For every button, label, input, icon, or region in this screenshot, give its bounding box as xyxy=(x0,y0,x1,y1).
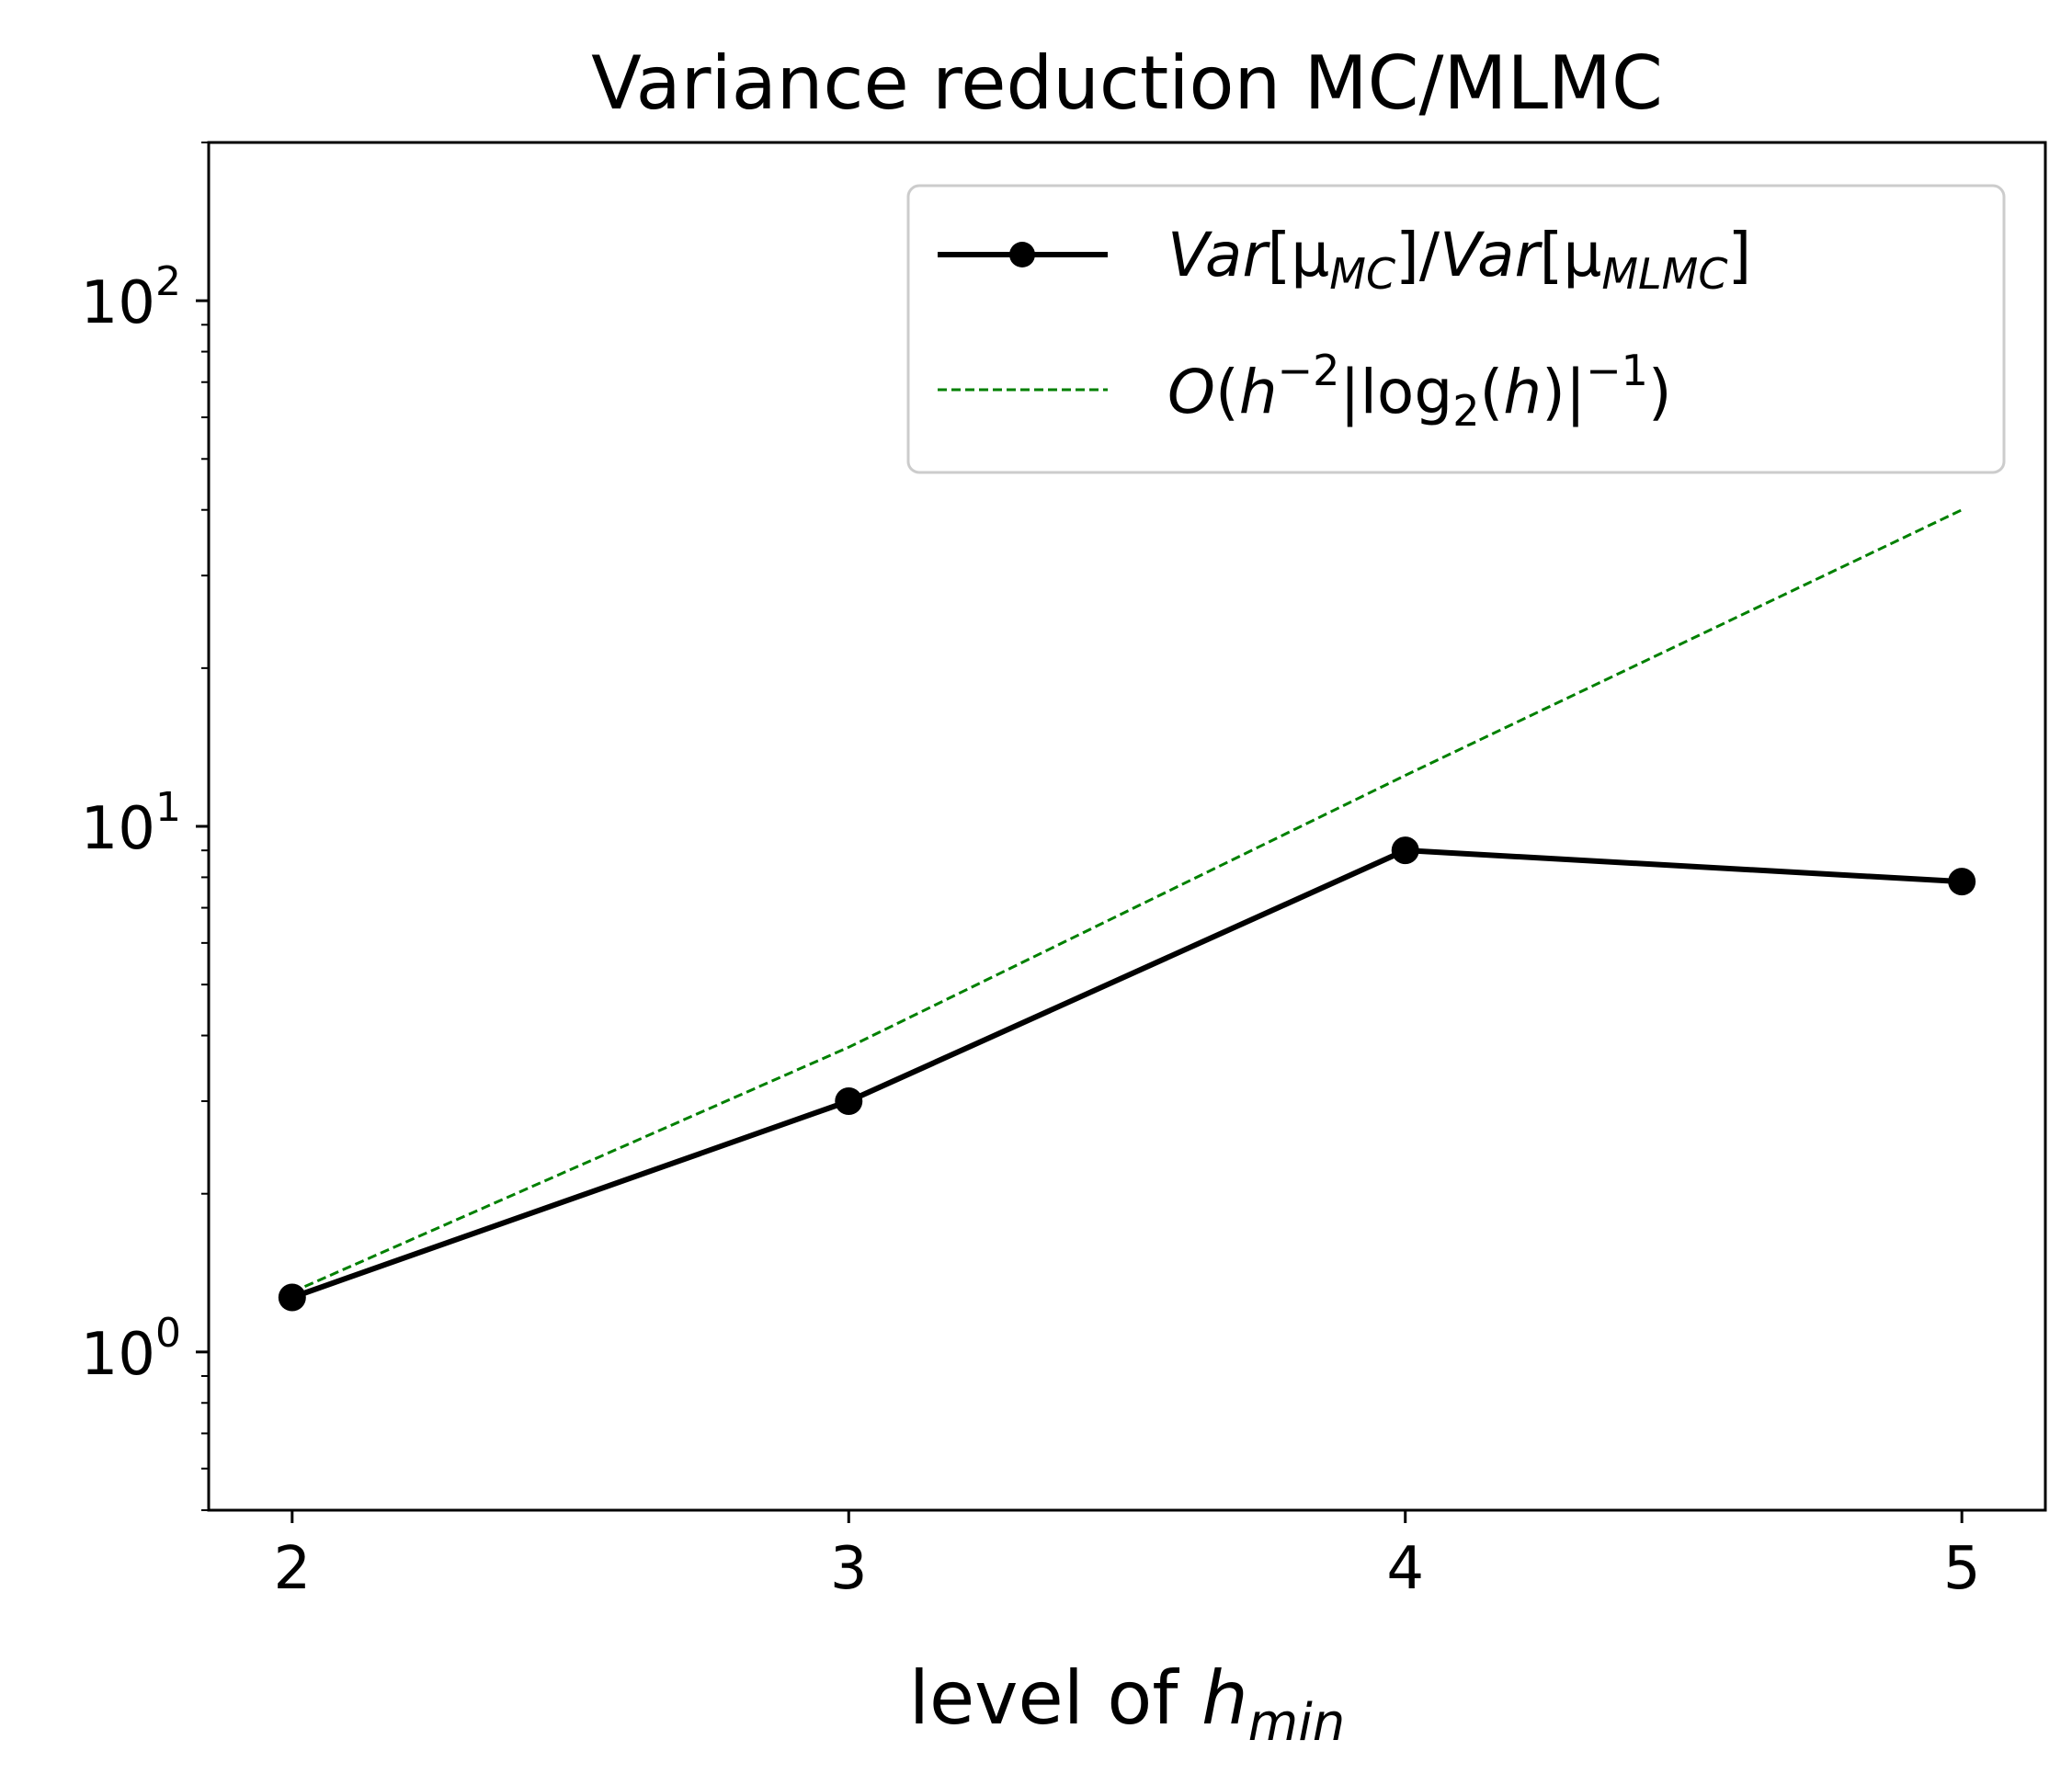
data-point-ratio xyxy=(835,1087,863,1116)
y-tick-label: 101 xyxy=(81,784,181,863)
chart-title: Variance reduction MC/MLMC xyxy=(591,40,1663,126)
x-tick-label: 2 xyxy=(273,1535,311,1603)
data-point-ratio xyxy=(278,1283,306,1312)
series-layer xyxy=(278,508,1976,1312)
legend-label-order: O(h−2|log2(h)|−1) xyxy=(1167,346,1672,436)
x-tick-label: 4 xyxy=(1386,1535,1424,1603)
x-axis-label: level of hmin xyxy=(909,1655,1346,1753)
y-axis: 100 101 102 xyxy=(81,142,209,1511)
x-tick-label: 3 xyxy=(830,1535,868,1603)
x-axis: 2 3 4 5 xyxy=(273,1510,1981,1603)
legend-box xyxy=(906,184,2006,474)
y-tick-label: 102 xyxy=(81,258,181,337)
legend-marker-ratio xyxy=(1009,242,1035,267)
legend: Var[μMC]/Var[μMLMC] O(h−2|log2(h)|−1) xyxy=(906,184,2006,474)
legend-label-ratio: Var[μMC]/Var[μMLMC] xyxy=(1167,220,1751,299)
series-line-order xyxy=(291,508,1963,1294)
data-point-ratio xyxy=(1391,836,1419,865)
y-tick-label: 100 xyxy=(81,1310,181,1389)
data-point-ratio xyxy=(1948,868,1976,896)
x-tick-label: 5 xyxy=(1943,1535,1981,1603)
series-line-ratio xyxy=(290,847,1963,1301)
